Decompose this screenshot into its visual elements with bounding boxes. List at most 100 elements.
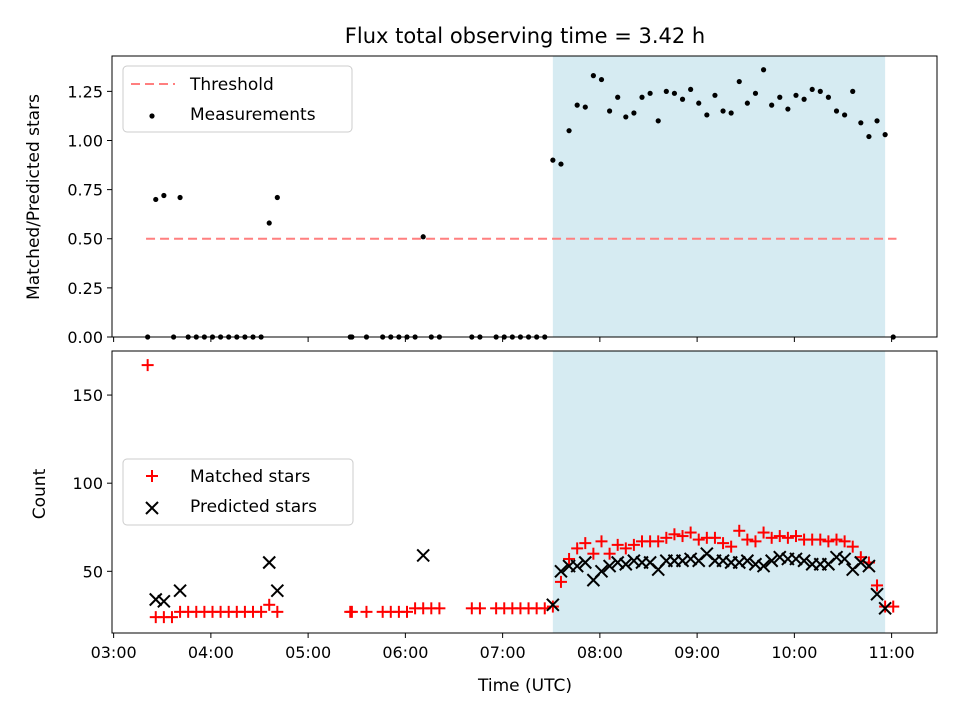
matched-star-point	[595, 535, 608, 548]
measurement-point	[663, 88, 669, 94]
predicted-star-point	[854, 555, 868, 570]
predicted-star-point	[173, 583, 187, 598]
matched-star-point	[263, 598, 276, 611]
top-panel-shaded-span	[552, 56, 886, 337]
measurement-point	[866, 133, 872, 140]
top-legend-box	[122, 65, 353, 133]
predicted-star-point	[878, 601, 892, 616]
predicted-star-point	[602, 559, 617, 573]
measurement-point	[769, 102, 775, 108]
matched-star-point	[692, 533, 705, 546]
measurement-point	[874, 118, 880, 124]
matched-star-point	[676, 530, 689, 543]
measurement-point	[833, 108, 840, 114]
predicted-star-point	[627, 554, 641, 568]
bottom-legend-box	[122, 458, 354, 526]
matched-star-point	[473, 602, 486, 615]
measurement-point	[736, 78, 742, 85]
predicted-star-point	[797, 554, 811, 568]
predicted-star-point	[683, 552, 698, 566]
matched-star-point	[749, 535, 762, 548]
predicted-star-point	[764, 554, 779, 568]
bottom-panel-legend: Matched stars Predicted stars	[122, 458, 354, 526]
predicted-star-point	[578, 555, 592, 570]
matched-star-point	[579, 537, 592, 550]
matched-star-point	[619, 542, 632, 555]
matched-star-point	[822, 535, 835, 548]
y-tick-label: 100	[72, 474, 103, 493]
measurement-point	[153, 196, 159, 203]
matched-star-point	[830, 533, 843, 546]
x-tick-label: 03:00	[91, 643, 137, 662]
matched-star-point	[433, 602, 446, 615]
matched-star-point	[554, 575, 567, 588]
measurement-point	[696, 100, 702, 106]
matched-star-point	[871, 579, 884, 592]
measurement-point	[631, 110, 637, 116]
matched-star-point	[757, 526, 770, 539]
measurement-point	[825, 94, 832, 100]
predicted-star-point	[756, 559, 771, 573]
x-tick-label: 08:00	[577, 643, 623, 662]
x-tick-label: 11:00	[869, 643, 915, 662]
top-panel-y-label: Matched/Predicted stars	[24, 94, 44, 300]
bottom-panel-x-ticks: 03:00 04:00 05:00 06:00 07:00 08:00 09:00 10:00…	[91, 633, 915, 662]
predicted-star-point	[862, 559, 876, 573]
x-tick-label: 10:00	[771, 643, 817, 662]
measurement-point	[266, 220, 272, 226]
matched-star-point	[587, 547, 600, 560]
matched-star-point	[846, 540, 859, 553]
top-panel-legend: Threshold Measurements	[122, 65, 353, 133]
predicted-star-point	[262, 555, 276, 570]
matched-star-point	[345, 605, 358, 618]
measurement-point	[420, 234, 426, 240]
legend-measurements-swatch	[149, 113, 155, 119]
bottom-panel-shaded-span	[552, 351, 886, 633]
legend-matched-label: Matched stars	[190, 467, 310, 487]
measurement-point	[671, 90, 678, 96]
top-panel: 0.00 0.25 0.50 0.75 1.00 1.25 Matched/Predict…	[24, 55, 938, 347]
matched-star-point	[141, 359, 154, 372]
y-tick-label: 50	[83, 562, 103, 581]
predicted-star-point	[546, 598, 560, 612]
predicted-star-point	[157, 594, 171, 608]
measurement-point	[550, 157, 556, 163]
matched-star-point	[546, 600, 559, 613]
measurement-point	[712, 92, 718, 98]
measurement-point	[760, 67, 767, 73]
measurement-point	[574, 102, 580, 108]
matched-star-point	[781, 531, 794, 544]
predicted-star-point	[594, 564, 609, 579]
measurement-point	[598, 76, 605, 83]
predicted-star-point	[837, 552, 852, 566]
matched-star-point	[814, 533, 827, 546]
matched-star-point	[563, 552, 576, 565]
predicted-star-point	[675, 554, 690, 568]
measurement-point	[842, 112, 848, 118]
measurement-point	[639, 94, 645, 100]
y-tick-label: 1.25	[67, 82, 103, 101]
predicted-star-point	[732, 555, 746, 570]
matched-star-point	[571, 542, 584, 555]
measurement-point	[720, 108, 726, 114]
matched-star-point	[773, 530, 786, 543]
x-tick-label: 04:00	[188, 643, 234, 662]
matched-star-point	[652, 535, 665, 548]
matched-star-point	[271, 605, 284, 618]
matched-star-point	[255, 605, 268, 618]
y-tick-label: 1.00	[67, 131, 103, 150]
measurement-point	[590, 73, 596, 79]
predicted-star-point	[416, 548, 430, 563]
x-tick-label: 09:00	[674, 643, 720, 662]
matched-star-point	[668, 528, 681, 541]
legend-predicted-swatch	[145, 501, 159, 515]
x-tick-label: 06:00	[382, 643, 428, 662]
predicted-star-point	[773, 550, 787, 564]
y-tick-label: 0.25	[67, 279, 103, 298]
legend-matched-swatch	[146, 470, 158, 482]
y-tick-label: 0.75	[67, 181, 103, 200]
y-tick-label: 150	[72, 386, 103, 405]
matched-star-point	[400, 605, 413, 618]
matched-star-point	[611, 538, 624, 551]
